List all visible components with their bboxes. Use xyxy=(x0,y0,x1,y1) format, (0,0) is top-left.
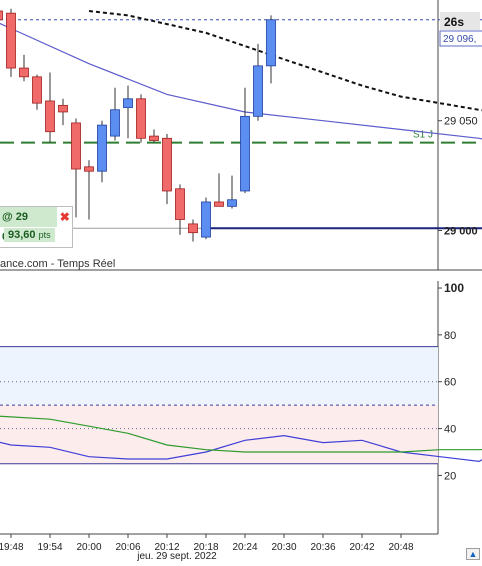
indicator-band-1 xyxy=(0,405,438,464)
candle-body-7 xyxy=(84,166,94,172)
countdown-box xyxy=(440,12,480,30)
countdown-label: 26s xyxy=(444,15,464,29)
position-pnl: 93,60 pts xyxy=(4,228,55,242)
time-tick-label-10: 20:48 xyxy=(388,542,413,553)
pnl-unit: pts xyxy=(38,230,51,240)
pnl-value: 93,60 xyxy=(8,229,36,241)
last-price-box xyxy=(439,30,482,47)
position-badge: @ 29 001,3 ✖ 93,60 pts xyxy=(0,206,73,248)
price-level-label-0: S1 J xyxy=(413,130,433,141)
candle-body-20 xyxy=(253,65,263,117)
time-tick-label-5: 20:18 xyxy=(193,542,218,553)
indicator-tick-label-60: 60 xyxy=(444,377,456,389)
indicator-line-1 xyxy=(0,415,482,453)
candle-body-13 xyxy=(162,137,172,192)
price-tick-label-29000: 29 000 xyxy=(444,225,478,237)
date-label: jeu. 29 sept. 2022 xyxy=(136,551,217,561)
candle-body-21 xyxy=(266,19,276,67)
indicator-tick-label-20: 20 xyxy=(444,470,456,482)
candle-body-9 xyxy=(110,109,120,137)
candle-body-16 xyxy=(201,201,211,238)
candle-body-2 xyxy=(19,67,29,78)
candle-body-17 xyxy=(214,201,224,207)
indicator-tick-label-40: 40 xyxy=(444,424,456,436)
blue-moving-average xyxy=(0,22,482,140)
candle-body-4 xyxy=(45,100,55,133)
time-tick-label-3: 20:06 xyxy=(115,542,140,553)
time-tick-label-8: 20:36 xyxy=(310,542,335,553)
black-moving-average xyxy=(88,10,482,112)
position-entry-price: @ 29 001,3 xyxy=(0,207,58,243)
candle-body-15 xyxy=(188,223,198,234)
indicator-band-0 xyxy=(0,346,438,406)
candle-body-18 xyxy=(227,199,237,207)
candle-body-0 xyxy=(0,10,3,21)
price-tick-label-29050: 29 050 xyxy=(444,116,478,128)
scroll-to-latest-icon[interactable]: ▲ xyxy=(466,548,480,560)
indicator-line-0 xyxy=(0,434,482,463)
candle-body-5 xyxy=(58,104,68,113)
data-source-label: ance.com - Temps Réel xyxy=(0,258,116,270)
time-tick-label-4: 20:12 xyxy=(154,542,179,553)
candle-body-3 xyxy=(32,76,42,104)
candle-body-8 xyxy=(97,124,107,172)
last-price-label: 29 096, xyxy=(443,34,476,45)
indicator-tick-label-100: 100 xyxy=(444,281,464,295)
time-tick-label-2: 20:00 xyxy=(76,542,101,553)
time-tick-label-1: 19:54 xyxy=(37,542,62,553)
candle-body-10 xyxy=(123,98,133,108)
candle-body-11 xyxy=(136,98,146,139)
time-tick-label-0: 19:48 xyxy=(0,542,24,553)
indicator-tick-label-80: 80 xyxy=(444,330,456,342)
close-position-icon[interactable]: ✖ xyxy=(59,210,70,224)
candle-body-12 xyxy=(149,135,159,141)
time-tick-label-6: 20:24 xyxy=(232,542,257,553)
candle-body-14 xyxy=(175,188,185,220)
time-tick-label-7: 20:30 xyxy=(271,542,296,553)
time-tick-label-9: 20:42 xyxy=(349,542,374,553)
candle-body-19 xyxy=(240,115,250,192)
candle-body-1 xyxy=(6,12,16,69)
candle-body-6 xyxy=(71,122,81,170)
